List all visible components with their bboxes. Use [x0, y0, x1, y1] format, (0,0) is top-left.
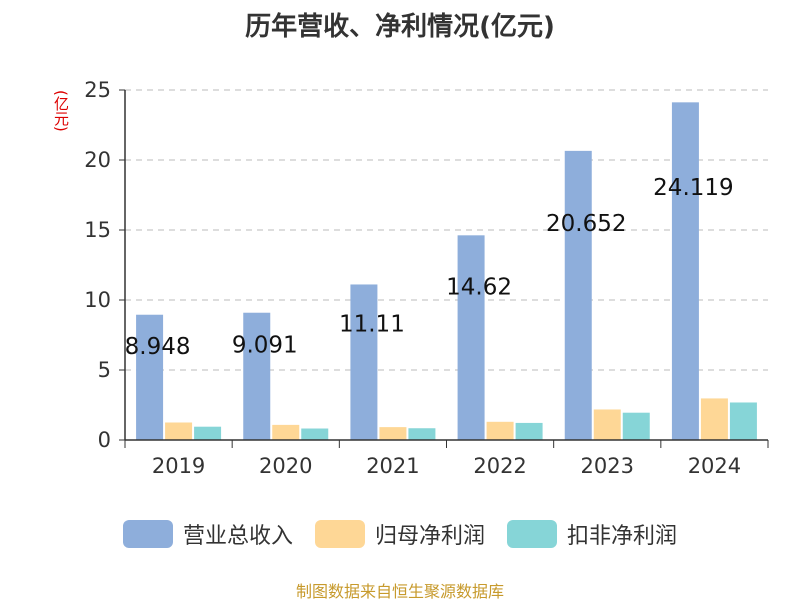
bar-2023-series-1 — [593, 409, 621, 440]
x-tick-label: 2021 — [366, 454, 419, 478]
legend-swatch — [314, 520, 365, 548]
legend-item[interactable]: 营业总收入 — [122, 518, 293, 550]
bar-2022-series-1 — [486, 421, 514, 440]
bar-2023-series-2 — [622, 412, 650, 440]
legend-swatch — [507, 520, 557, 548]
x-tick-label: 2020 — [259, 454, 312, 478]
y-tick-label: 0 — [98, 428, 111, 452]
legend-label: 营业总收入 — [182, 524, 293, 549]
axes: 0 5 10 15 20 25 2019 2020 2021 2022 2023 2024 — [84, 78, 769, 478]
bar-2020-series-1 — [272, 424, 300, 440]
y-tick-label: 25 — [84, 78, 111, 102]
bar-2024-series-2 — [729, 402, 757, 440]
bar-2019-series-1 — [165, 422, 193, 440]
bar-2020-series-0 — [243, 312, 271, 440]
bar-2024-series-1 — [700, 398, 728, 440]
data-label: 9.091 — [232, 333, 298, 359]
y-tick-label: 15 — [84, 218, 111, 242]
y-axis-unit-label: (亿元) — [52, 90, 70, 132]
legend-label: 扣非净利润 — [567, 524, 678, 549]
bars — [136, 102, 757, 441]
bar-2019-series-0 — [136, 314, 164, 440]
legend: 营业总收入 归母净利润 扣非净利润 — [0, 518, 800, 550]
legend-item[interactable]: 扣非净利润 — [507, 518, 677, 550]
data-labels: 8.948 9.091 11.11 14.62 20.652 24.119 — [125, 175, 734, 360]
legend-item[interactable]: 归母净利润 — [314, 518, 485, 550]
bar-2022-series-2 — [515, 422, 543, 440]
x-tick-label: 2022 — [473, 454, 526, 478]
bar-2024-series-0 — [671, 102, 699, 441]
x-tick-label: 2024 — [688, 454, 741, 478]
x-tick-label: 2023 — [581, 454, 634, 478]
source-note: 制图数据来自恒生聚源数据库 — [295, 582, 504, 601]
y-tick-label: 20 — [84, 148, 111, 172]
y-tick-label: 5 — [98, 358, 111, 382]
bar-2023-series-0 — [564, 150, 592, 440]
data-label: 20.652 — [546, 211, 626, 237]
data-label: 11.11 — [339, 311, 405, 337]
data-label: 14.62 — [446, 274, 512, 300]
bar-2021-series-0 — [350, 284, 378, 440]
bar-2019-series-2 — [194, 426, 222, 440]
y-tick-label: 10 — [84, 288, 111, 312]
chart-title: 历年营收、净利情况(亿元) — [245, 12, 555, 42]
legend-label: 归母净利润 — [374, 524, 485, 549]
data-label: 8.948 — [125, 334, 191, 360]
data-label: 24.119 — [653, 175, 733, 201]
bar-2021-series-2 — [408, 428, 436, 440]
grid-lines — [125, 89, 768, 371]
bar-2020-series-2 — [301, 428, 329, 440]
x-tick-label: 2019 — [152, 454, 205, 478]
bar-2021-series-1 — [379, 427, 407, 440]
legend-swatch — [122, 520, 173, 548]
bar-2022-series-0 — [457, 235, 485, 440]
